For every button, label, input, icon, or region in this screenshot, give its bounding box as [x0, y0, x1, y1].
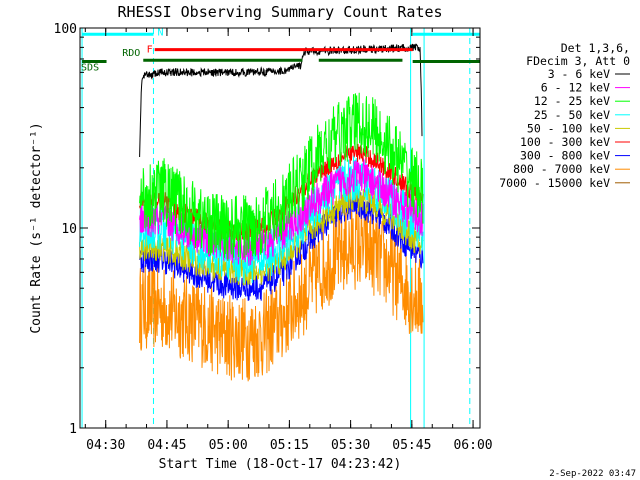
series-line-800-7000keV — [139, 207, 424, 382]
mode-label-f: F — [147, 45, 153, 56]
legend-entry-label: 12 - 25 keV — [534, 94, 610, 108]
series-line-3-6keV — [139, 43, 423, 158]
y-axis-ticks: 1 10 100 — [54, 22, 480, 437]
x-tick-label: 05:45 — [392, 438, 431, 453]
x-tick-label: 04:45 — [147, 438, 186, 453]
legend-entry-label: 50 - 100 keV — [527, 121, 610, 135]
mode-label-n: N — [157, 27, 163, 38]
legend-entry-label: 300 - 800 keV — [520, 149, 610, 163]
y-tick-label: 1 — [69, 422, 77, 437]
x-tick-label: 06:00 — [453, 438, 492, 453]
mode-label-sds: SDS — [81, 62, 99, 73]
legend-entry-label: 25 - 50 keV — [534, 108, 610, 122]
legend-entry-label: 6 - 12 keV — [541, 81, 610, 95]
x-tick-label: 04:30 — [86, 438, 125, 453]
y-axis-label: Count Rate (s⁻¹ detector⁻¹) — [29, 122, 44, 333]
legend-entry-label: 100 - 300 keV — [520, 135, 610, 149]
legend-header-line: Det 1,3,6, — [561, 41, 630, 55]
x-tick-label: 05:00 — [209, 438, 248, 453]
y-tick-label: 10 — [61, 222, 77, 237]
series-line-12-25keV — [139, 92, 424, 261]
x-axis-label: Start Time (18-Oct-17 04:23:42) — [159, 457, 402, 472]
legend-entry-label: 800 - 7000 keV — [513, 162, 610, 176]
legend-entry-label: 3 - 6 keV — [548, 67, 610, 81]
x-axis-ticks: 04:30 04:45 05:00 05:15 05:30 05:45 06:00 — [84, 28, 493, 453]
plot-area: NF RDO SDS — [81, 27, 480, 428]
y-tick-label: 100 — [54, 22, 77, 37]
mode-label-rdo: RDO — [122, 48, 140, 59]
legend-header-line: FDecim 3, Att 0 — [526, 54, 630, 68]
legend-entry-label: 7000 - 15000 keV — [499, 176, 610, 190]
timestamp-label: 2-Sep-2022 03:47 — [549, 469, 636, 479]
chart-title: RHESSI Observing Summary Count Rates — [117, 3, 442, 21]
x-tick-label: 05:30 — [331, 438, 370, 453]
x-tick-label: 05:15 — [270, 438, 309, 453]
